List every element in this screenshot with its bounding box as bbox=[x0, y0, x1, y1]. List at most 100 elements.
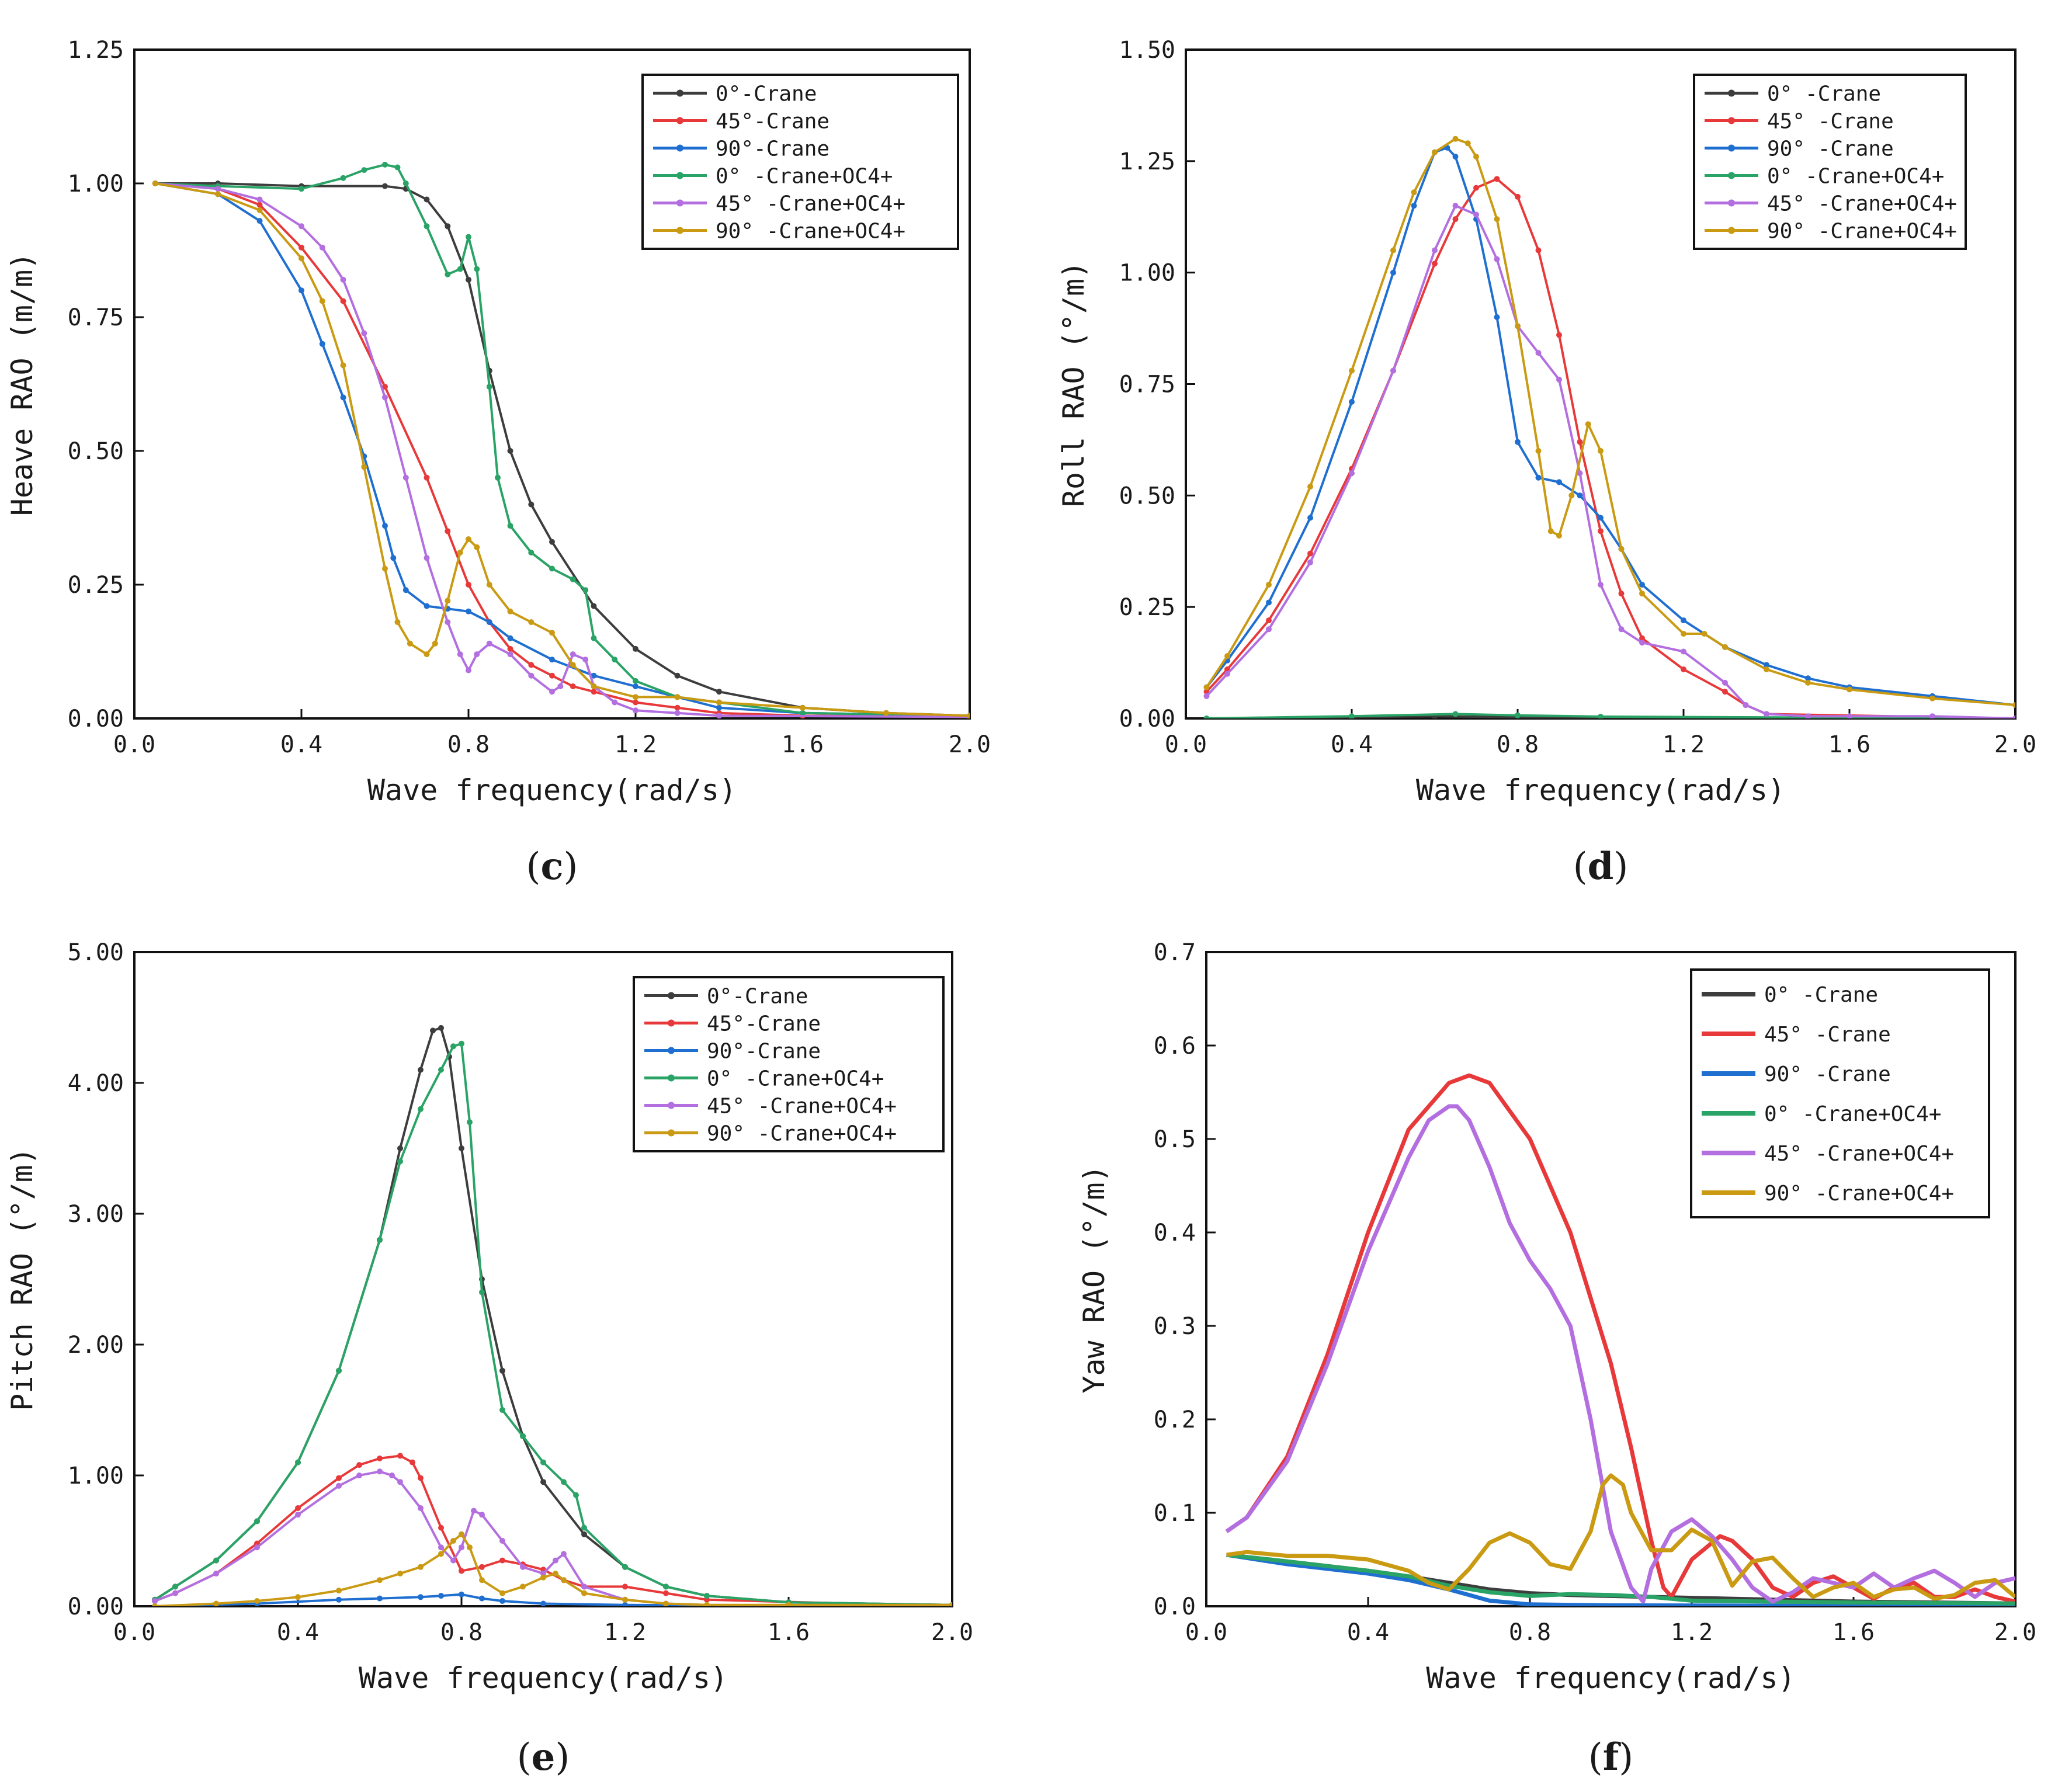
data-point bbox=[295, 1505, 301, 1511]
y-tick-label: 0.25 bbox=[1119, 594, 1175, 621]
data-point bbox=[402, 474, 409, 481]
data-point bbox=[716, 689, 722, 695]
y-axis-label: Pitch RAO (°/m) bbox=[5, 1147, 39, 1411]
y-tick-label: 0.4 bbox=[1154, 1220, 1196, 1246]
data-point bbox=[382, 565, 388, 572]
x-tick-label: 0.0 bbox=[113, 731, 155, 758]
data-point bbox=[474, 544, 480, 550]
data-point bbox=[340, 362, 346, 369]
data-point bbox=[319, 341, 325, 347]
data-point bbox=[479, 1577, 485, 1583]
legend-marker bbox=[668, 992, 675, 999]
legend-marker bbox=[1728, 117, 1735, 124]
data-point bbox=[622, 1583, 628, 1590]
data-point bbox=[299, 244, 304, 251]
data-point bbox=[704, 1602, 710, 1606]
data-point bbox=[1390, 269, 1396, 276]
data-point bbox=[1349, 470, 1355, 477]
legend-marker bbox=[676, 199, 683, 207]
data-point bbox=[432, 640, 438, 647]
y-tick-label: 0.50 bbox=[68, 438, 124, 465]
series-line-d-4 bbox=[1206, 204, 2015, 718]
data-point bbox=[438, 1544, 444, 1551]
data-point bbox=[581, 1590, 587, 1596]
x-tick-label: 1.6 bbox=[768, 1619, 810, 1646]
data-point bbox=[967, 713, 970, 718]
data-point bbox=[450, 1538, 456, 1544]
data-point bbox=[507, 651, 513, 658]
data-point bbox=[883, 710, 889, 716]
series-line-e-4 bbox=[154, 1470, 952, 1606]
data-point bbox=[1556, 479, 1562, 485]
legend-marker bbox=[1728, 144, 1735, 152]
data-point bbox=[549, 689, 555, 695]
data-point bbox=[418, 1067, 424, 1073]
data-point bbox=[430, 1027, 436, 1034]
data-point bbox=[1722, 679, 1728, 686]
data-point bbox=[674, 672, 681, 679]
data-point bbox=[418, 1505, 424, 1511]
data-point bbox=[1452, 711, 1459, 717]
data-point bbox=[1556, 332, 1562, 338]
data-point bbox=[418, 1594, 424, 1600]
data-point bbox=[528, 550, 535, 555]
data-point bbox=[486, 384, 492, 390]
panel-caption-letter: c bbox=[541, 845, 564, 888]
data-point bbox=[1452, 154, 1459, 160]
series-line-d-2 bbox=[1205, 146, 2015, 707]
data-point bbox=[663, 1600, 669, 1606]
data-point bbox=[716, 699, 722, 706]
data-point bbox=[1535, 350, 1542, 356]
data-point bbox=[215, 186, 221, 192]
y-tick-label: 0.3 bbox=[1154, 1313, 1196, 1340]
data-point bbox=[361, 464, 367, 470]
series-line-c-5 bbox=[155, 182, 970, 717]
legend-label: 90° -Crane+OC4+ bbox=[707, 1122, 897, 1146]
data-point bbox=[570, 683, 576, 689]
data-point bbox=[1494, 256, 1500, 262]
chart-panel-d: 0.0 0.4 0.8 1.2 1.6 2.0 0.00 0.25 0.50 0.75 1.00 1.… bbox=[1057, 37, 2036, 888]
data-point bbox=[561, 1479, 567, 1485]
data-point bbox=[382, 161, 388, 168]
data-point bbox=[549, 657, 555, 663]
data-point bbox=[1847, 686, 1852, 693]
legend-label: 90° -Crane+OC4+ bbox=[1767, 220, 1957, 244]
data-point bbox=[1639, 635, 1645, 641]
series-line-f-1 bbox=[1225, 1073, 2015, 1604]
legend-label: 0° -Crane bbox=[1764, 983, 1878, 1007]
y-tick-label: 0.00 bbox=[68, 706, 124, 732]
y-tick-label: 0.6 bbox=[1154, 1033, 1196, 1060]
data-point bbox=[553, 1557, 558, 1564]
data-point bbox=[1535, 448, 1542, 454]
data-point bbox=[299, 223, 304, 230]
data-point bbox=[540, 1574, 546, 1581]
data-point bbox=[549, 672, 555, 679]
data-point bbox=[1764, 666, 1769, 672]
data-point bbox=[622, 1596, 628, 1603]
x-tick-label: 0.8 bbox=[1497, 731, 1539, 758]
data-point bbox=[1452, 203, 1459, 209]
y-tick-label: 1.00 bbox=[68, 1463, 124, 1489]
panel-caption: (e) bbox=[517, 1735, 570, 1779]
data-point bbox=[457, 651, 463, 658]
data-point bbox=[1598, 528, 1604, 534]
data-point bbox=[299, 186, 304, 192]
data-point bbox=[591, 635, 597, 641]
data-point bbox=[397, 1145, 403, 1151]
data-point bbox=[1266, 582, 1272, 588]
data-point bbox=[633, 707, 638, 714]
chart-panel-f: 0.0 0.4 0.8 1.2 1.6 2.0 0.0 0.1 0.2 0.3 0.4 0.5 0.6 0… bbox=[1077, 939, 2036, 1779]
data-point bbox=[528, 619, 535, 626]
data-point bbox=[1598, 713, 1604, 718]
legend-label: 0° -Crane+OC4+ bbox=[1764, 1102, 1941, 1126]
data-point bbox=[2012, 716, 2015, 718]
data-point bbox=[213, 1557, 219, 1564]
data-point bbox=[450, 1557, 456, 1564]
series-line-f-3 bbox=[1226, 1553, 2015, 1606]
data-point bbox=[256, 207, 263, 213]
series-line-c-2 bbox=[155, 182, 970, 717]
data-point bbox=[486, 619, 492, 626]
data-point bbox=[389, 1473, 395, 1478]
data-point bbox=[1307, 484, 1313, 490]
